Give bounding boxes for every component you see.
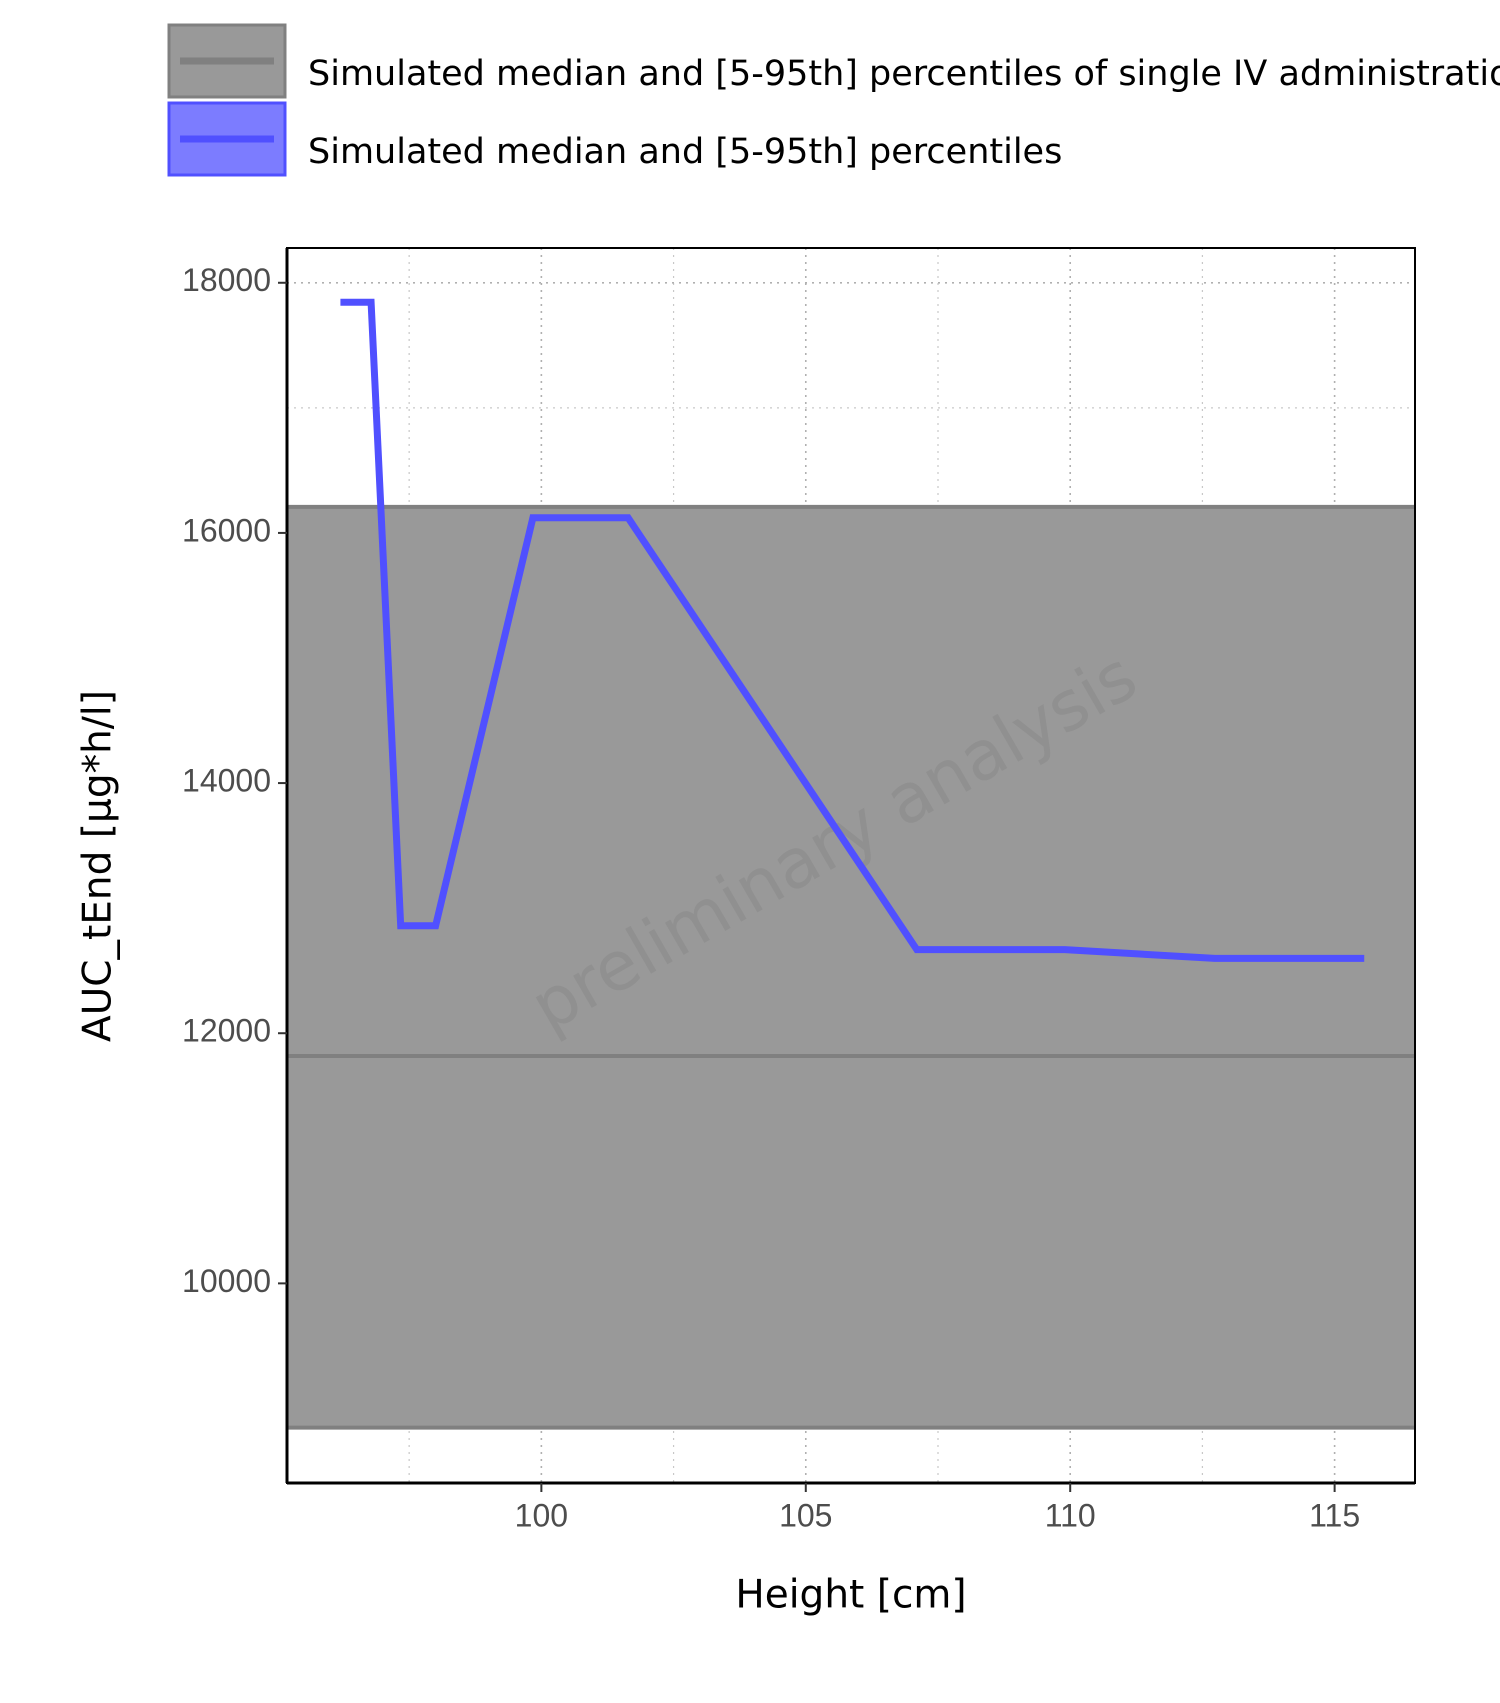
legend-label: Simulated median and [5-95th] percentile…: [308, 132, 1062, 172]
y-tick-label: 14000: [182, 763, 271, 799]
data-line: [340, 298, 1365, 962]
y-axis-title: AUC_tEnd [µg*h/l]: [76, 690, 121, 1042]
y-tick-label: 16000: [182, 512, 271, 548]
legend-label: Simulated median and [5-95th] percentile…: [308, 54, 1500, 94]
x-tick-label: 115: [1309, 1497, 1360, 1533]
x-tick-label: 105: [779, 1497, 832, 1533]
reference-band: [287, 506, 1415, 1428]
x-axis-title: Height [cm]: [735, 1573, 966, 1618]
y-tick-label: 18000: [182, 262, 271, 298]
x-tick-label: 110: [1045, 1497, 1096, 1533]
y-tick-label: 10000: [182, 1263, 271, 1299]
y-tick-label: 12000: [182, 1013, 271, 1049]
x-tick-label: 100: [515, 1497, 568, 1533]
